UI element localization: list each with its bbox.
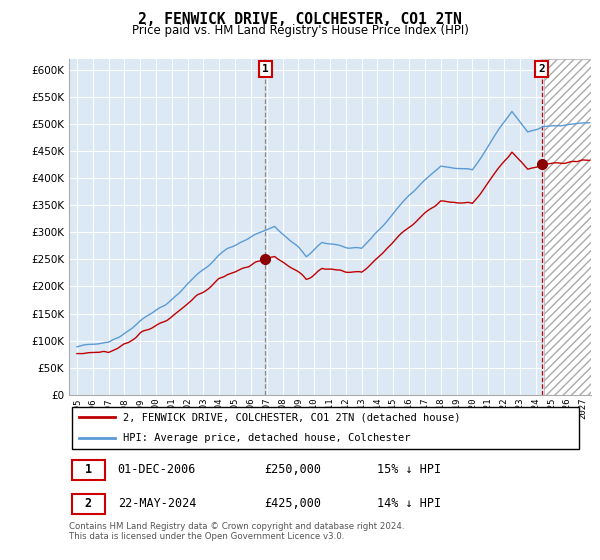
FancyBboxPatch shape	[71, 493, 105, 514]
Text: 2, FENWICK DRIVE, COLCHESTER, CO1 2TN (detached house): 2, FENWICK DRIVE, COLCHESTER, CO1 2TN (d…	[123, 412, 460, 422]
Text: 2: 2	[85, 497, 92, 510]
FancyBboxPatch shape	[71, 460, 105, 480]
Text: 14% ↓ HPI: 14% ↓ HPI	[377, 497, 441, 510]
Text: 1: 1	[262, 64, 269, 74]
Text: £425,000: £425,000	[264, 497, 321, 510]
Text: 01-DEC-2006: 01-DEC-2006	[118, 463, 196, 476]
Bar	[544, 59, 591, 395]
Text: 22-MAY-2024: 22-MAY-2024	[118, 497, 196, 510]
FancyBboxPatch shape	[71, 407, 580, 449]
Text: HPI: Average price, detached house, Colchester: HPI: Average price, detached house, Colc…	[123, 433, 410, 444]
Bar	[544, 59, 591, 395]
Text: Contains HM Land Registry data © Crown copyright and database right 2024.
This d: Contains HM Land Registry data © Crown c…	[69, 522, 404, 542]
Text: 15% ↓ HPI: 15% ↓ HPI	[377, 463, 441, 476]
Text: 1: 1	[85, 463, 92, 476]
Text: £250,000: £250,000	[264, 463, 321, 476]
Text: Price paid vs. HM Land Registry's House Price Index (HPI): Price paid vs. HM Land Registry's House …	[131, 24, 469, 37]
Text: 2: 2	[538, 64, 545, 74]
Text: 2, FENWICK DRIVE, COLCHESTER, CO1 2TN: 2, FENWICK DRIVE, COLCHESTER, CO1 2TN	[138, 12, 462, 27]
